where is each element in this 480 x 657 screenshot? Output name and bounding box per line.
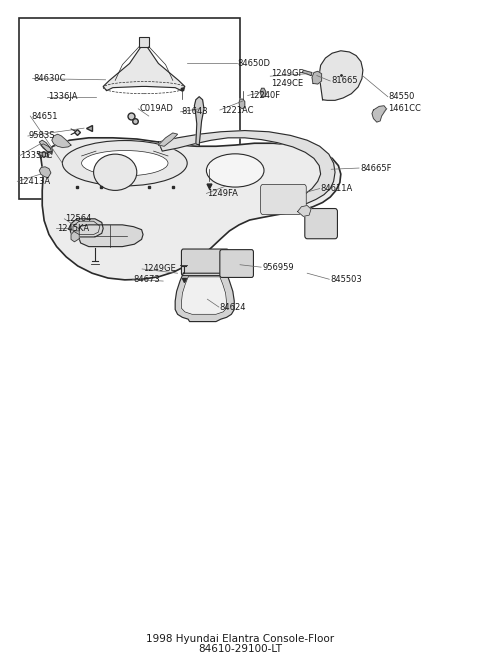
Ellipse shape: [62, 141, 187, 186]
FancyBboxPatch shape: [220, 250, 253, 277]
Bar: [19, 18, 240, 200]
Ellipse shape: [94, 154, 137, 191]
Ellipse shape: [206, 154, 264, 187]
Text: 84665F: 84665F: [360, 164, 392, 173]
Text: 81643: 81643: [181, 107, 208, 116]
Text: 1245KA: 1245KA: [57, 224, 89, 233]
Polygon shape: [302, 70, 312, 76]
Text: 84650D: 84650D: [238, 59, 271, 68]
FancyBboxPatch shape: [181, 249, 228, 276]
Text: 1461CC: 1461CC: [388, 104, 420, 113]
Polygon shape: [319, 51, 363, 101]
Text: C019AD: C019AD: [139, 104, 173, 113]
Polygon shape: [38, 152, 49, 157]
Text: 845503: 845503: [330, 275, 362, 284]
Text: 1249GF: 1249GF: [271, 69, 303, 78]
Polygon shape: [312, 72, 322, 84]
Text: 84550: 84550: [389, 92, 415, 101]
Text: 84630C: 84630C: [34, 74, 66, 83]
Text: 12413A: 12413A: [18, 177, 50, 186]
Ellipse shape: [82, 150, 168, 176]
Polygon shape: [158, 131, 335, 210]
Polygon shape: [39, 167, 51, 177]
Polygon shape: [298, 206, 311, 216]
Polygon shape: [239, 99, 245, 109]
Polygon shape: [70, 219, 103, 237]
Polygon shape: [39, 140, 52, 152]
FancyBboxPatch shape: [305, 208, 337, 238]
Text: 1998 Hyundai Elantra Console-Floor: 1998 Hyundai Elantra Console-Floor: [146, 634, 334, 644]
Polygon shape: [103, 47, 185, 91]
Polygon shape: [41, 144, 53, 154]
Text: 1249CE: 1249CE: [271, 79, 303, 88]
Text: 81665: 81665: [331, 76, 358, 85]
Polygon shape: [194, 97, 204, 145]
Polygon shape: [372, 106, 386, 122]
Polygon shape: [158, 133, 178, 147]
Text: 1221AC: 1221AC: [221, 106, 253, 114]
Bar: [139, 37, 149, 47]
Text: 9583S: 9583S: [29, 131, 55, 141]
Text: 12240F: 12240F: [249, 91, 280, 100]
Polygon shape: [175, 273, 234, 321]
Polygon shape: [71, 231, 79, 242]
Polygon shape: [41, 138, 341, 280]
Text: 1249GE: 1249GE: [143, 265, 176, 273]
Polygon shape: [181, 277, 227, 314]
Text: 1336JA: 1336JA: [48, 92, 77, 101]
Text: 84610-29100-LT: 84610-29100-LT: [198, 644, 282, 654]
Text: 1249FA: 1249FA: [207, 189, 238, 198]
Text: 84624: 84624: [220, 303, 246, 311]
Polygon shape: [79, 225, 143, 246]
Text: 84611A: 84611A: [321, 184, 353, 193]
Text: 84651: 84651: [31, 112, 58, 120]
Polygon shape: [52, 134, 71, 147]
Text: 12564: 12564: [65, 214, 92, 223]
Text: 956959: 956959: [262, 263, 294, 271]
FancyBboxPatch shape: [261, 185, 306, 215]
Polygon shape: [260, 88, 266, 97]
Text: 13350C: 13350C: [20, 152, 52, 160]
Text: 84673: 84673: [133, 275, 160, 284]
